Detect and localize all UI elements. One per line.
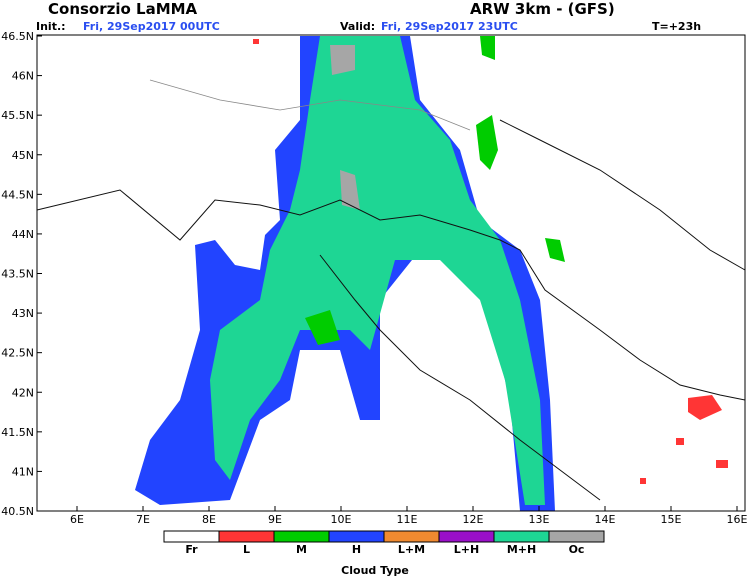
lon-label: 15E [661,513,682,526]
lat-label: 46.5N [1,30,34,43]
lat-label: 44N [12,228,34,241]
lat-label: 42.5N [1,347,34,360]
lon-label: 10E [331,513,352,526]
title: Consorzio LaMMA [48,0,198,18]
cloud-l [253,39,259,44]
valid-time: Fri, 29Sep2017 23UTC [381,20,518,33]
lat-axis: 46.5N 46N 45.5N 45N 44.5N 44N 43.5N 43N 42.5N 42N… [1,30,42,518]
border [149,79,471,131]
legend-swatch [383,530,440,543]
model: ARW 3km - (GFS) [470,0,615,18]
coastline [499,119,746,271]
lon-label: 6E [70,513,84,526]
lat-label: 40.5N [1,505,34,518]
lon-axis: 6E 7E 8E 9E 10E 11E 12E 13E 14E 15E 16E [70,506,748,526]
cloud-m [480,36,495,60]
lat-label: 46N [12,70,34,83]
cloud-l [688,395,722,420]
legend-swatch [548,530,605,543]
lat-label: 41N [12,465,34,478]
cloud-m [305,310,340,345]
lat-label: 43N [12,307,34,320]
legend-label: L+M [398,543,425,556]
lon-label: 16E [727,513,748,526]
cloud-m [545,238,565,262]
cloud-oc [330,45,355,75]
lon-label: 9E [268,513,282,526]
cloud-l [716,460,728,468]
lon-label: 14E [595,513,616,526]
coastline [319,254,601,501]
legend-label: Oc [569,543,585,556]
lat-label: 44.5N [1,188,34,201]
legend-label: M+H [507,543,536,556]
legend-label: L+H [454,543,479,556]
legend-swatch [438,530,495,543]
valid-label: Valid: [340,20,375,33]
cloud-oc [340,170,360,210]
lat-label: 43.5N [1,268,34,281]
legend-label: Fr [185,543,198,556]
legend: Fr L M H L+M L+H M+H Oc [163,530,605,556]
lon-label: 12E [463,513,484,526]
cloud-m [476,115,498,170]
legend-label: L [243,543,250,556]
lon-label: 7E [136,513,150,526]
init-time: Fri, 29Sep2017 00UTC [83,20,220,33]
map [36,34,746,512]
legend-label: H [352,543,361,556]
coastline [36,189,746,401]
lat-label: 42N [12,386,34,399]
forecast-step: T=+23h [652,20,701,33]
lon-label: 11E [397,513,418,526]
lon-label: 8E [202,513,216,526]
legend-swatch [218,530,275,543]
legend-title: Cloud Type [341,564,409,577]
cloud-mh [210,36,545,505]
lat-label: 45.5N [1,109,34,122]
legend-swatch [328,530,385,543]
cloud-l [676,438,684,445]
legend-label: M [296,543,307,556]
legend-swatch [493,530,550,543]
lon-label: 13E [529,513,550,526]
lat-label: 41.5N [1,426,34,439]
cloud-l [640,478,646,484]
init-label: Init.: [36,20,66,33]
lat-label: 45N [12,149,34,162]
legend-swatch [273,530,330,543]
legend-swatch [163,530,220,543]
